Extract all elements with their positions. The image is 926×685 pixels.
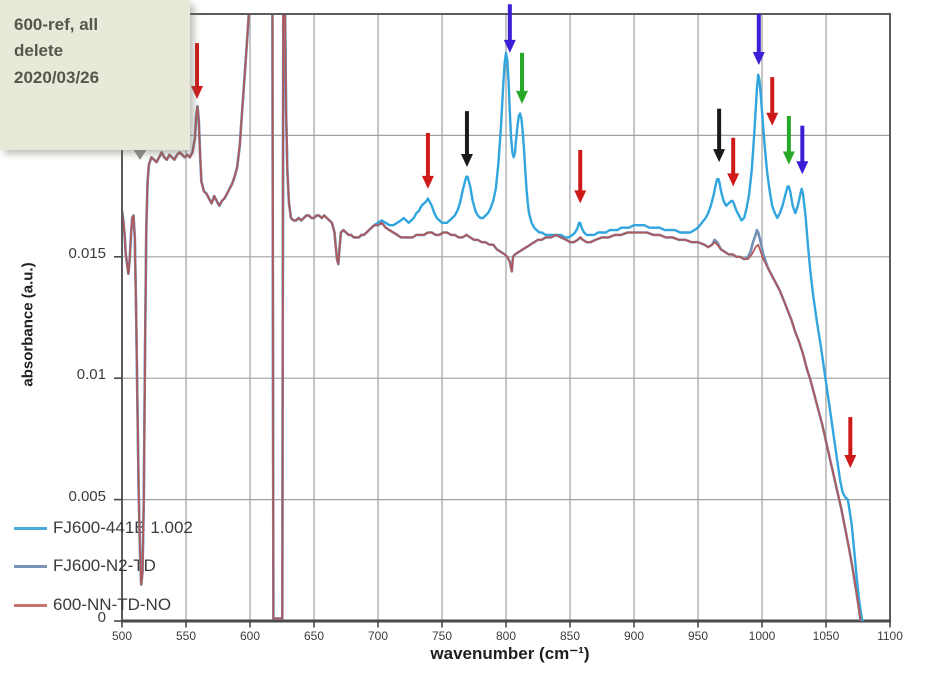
series-fj600-n2-td (123, 15, 862, 621)
red-arrow-6 (844, 417, 857, 469)
x-tick-label: 550 (175, 629, 197, 643)
legend-label: FJ600-N2-TD (53, 556, 156, 575)
red-arrow-2 (421, 132, 434, 189)
x-tick-label: 750 (431, 629, 453, 643)
series-600-nn-td-no (123, 15, 862, 621)
legend-swatch-cyan (14, 526, 47, 530)
red-arrow-4 (727, 137, 740, 187)
y-tick-label: 0 (97, 609, 106, 626)
x-tick-label: 900 (623, 629, 645, 643)
note-line: 2020/03/26 (14, 67, 100, 87)
x-tick-label: 1050 (812, 629, 840, 643)
y-tick-label: 0.01 (76, 366, 106, 384)
blue-arrow-2 (752, 14, 765, 65)
blue-arrow-3 (796, 125, 809, 175)
x-tick-label: 800 (495, 629, 517, 643)
y-tick-label: 0.005 (68, 487, 106, 505)
legend-item: 600-NN-TD-NO (14, 595, 171, 615)
red-arrow-5 (766, 77, 779, 126)
gray-triangle-marker (133, 149, 147, 160)
legend-label: 600-NN-TD-NO (53, 595, 172, 614)
x-axis-title: wavenumber (cm⁻¹) (430, 644, 590, 663)
legend-swatch-steelblue (14, 564, 47, 568)
plot-frame (121, 13, 891, 622)
y-tick-label: 0.015 (68, 244, 106, 262)
x-tick-label: 1000 (748, 629, 776, 643)
series-fj600-441b-1-002 (123, 15, 865, 621)
red-arrow-1 (191, 43, 204, 99)
x-tick-label: 700 (367, 629, 389, 643)
x-tick-label: 950 (687, 629, 709, 643)
black-arrow-1 (460, 111, 473, 167)
note-line: delete (14, 41, 64, 61)
blue-arrow-1 (503, 4, 516, 53)
x-tick-label: 1100 (877, 629, 903, 643)
annotation-note-box: 600-ref, all delete 2020/03/26 (0, 0, 190, 150)
x-tick-label: 650 (303, 629, 325, 643)
legend-swatch-red (14, 603, 47, 607)
green-arrow-2 (782, 115, 795, 165)
x-tick-label: 600 (239, 629, 261, 643)
note-line: 600-ref, all (14, 15, 99, 34)
x-tick-label: 850 (559, 629, 581, 643)
legend-item: FJ600-N2-TD (14, 556, 156, 576)
red-arrow-3 (574, 149, 587, 204)
green-arrow-1 (516, 52, 528, 104)
black-arrow-2 (713, 108, 726, 163)
legend-label: FJ600-441B 1.002 (53, 518, 193, 537)
legend-item: FJ600-441B 1.002 (14, 518, 193, 538)
x-tick-label: 500 (111, 629, 133, 643)
